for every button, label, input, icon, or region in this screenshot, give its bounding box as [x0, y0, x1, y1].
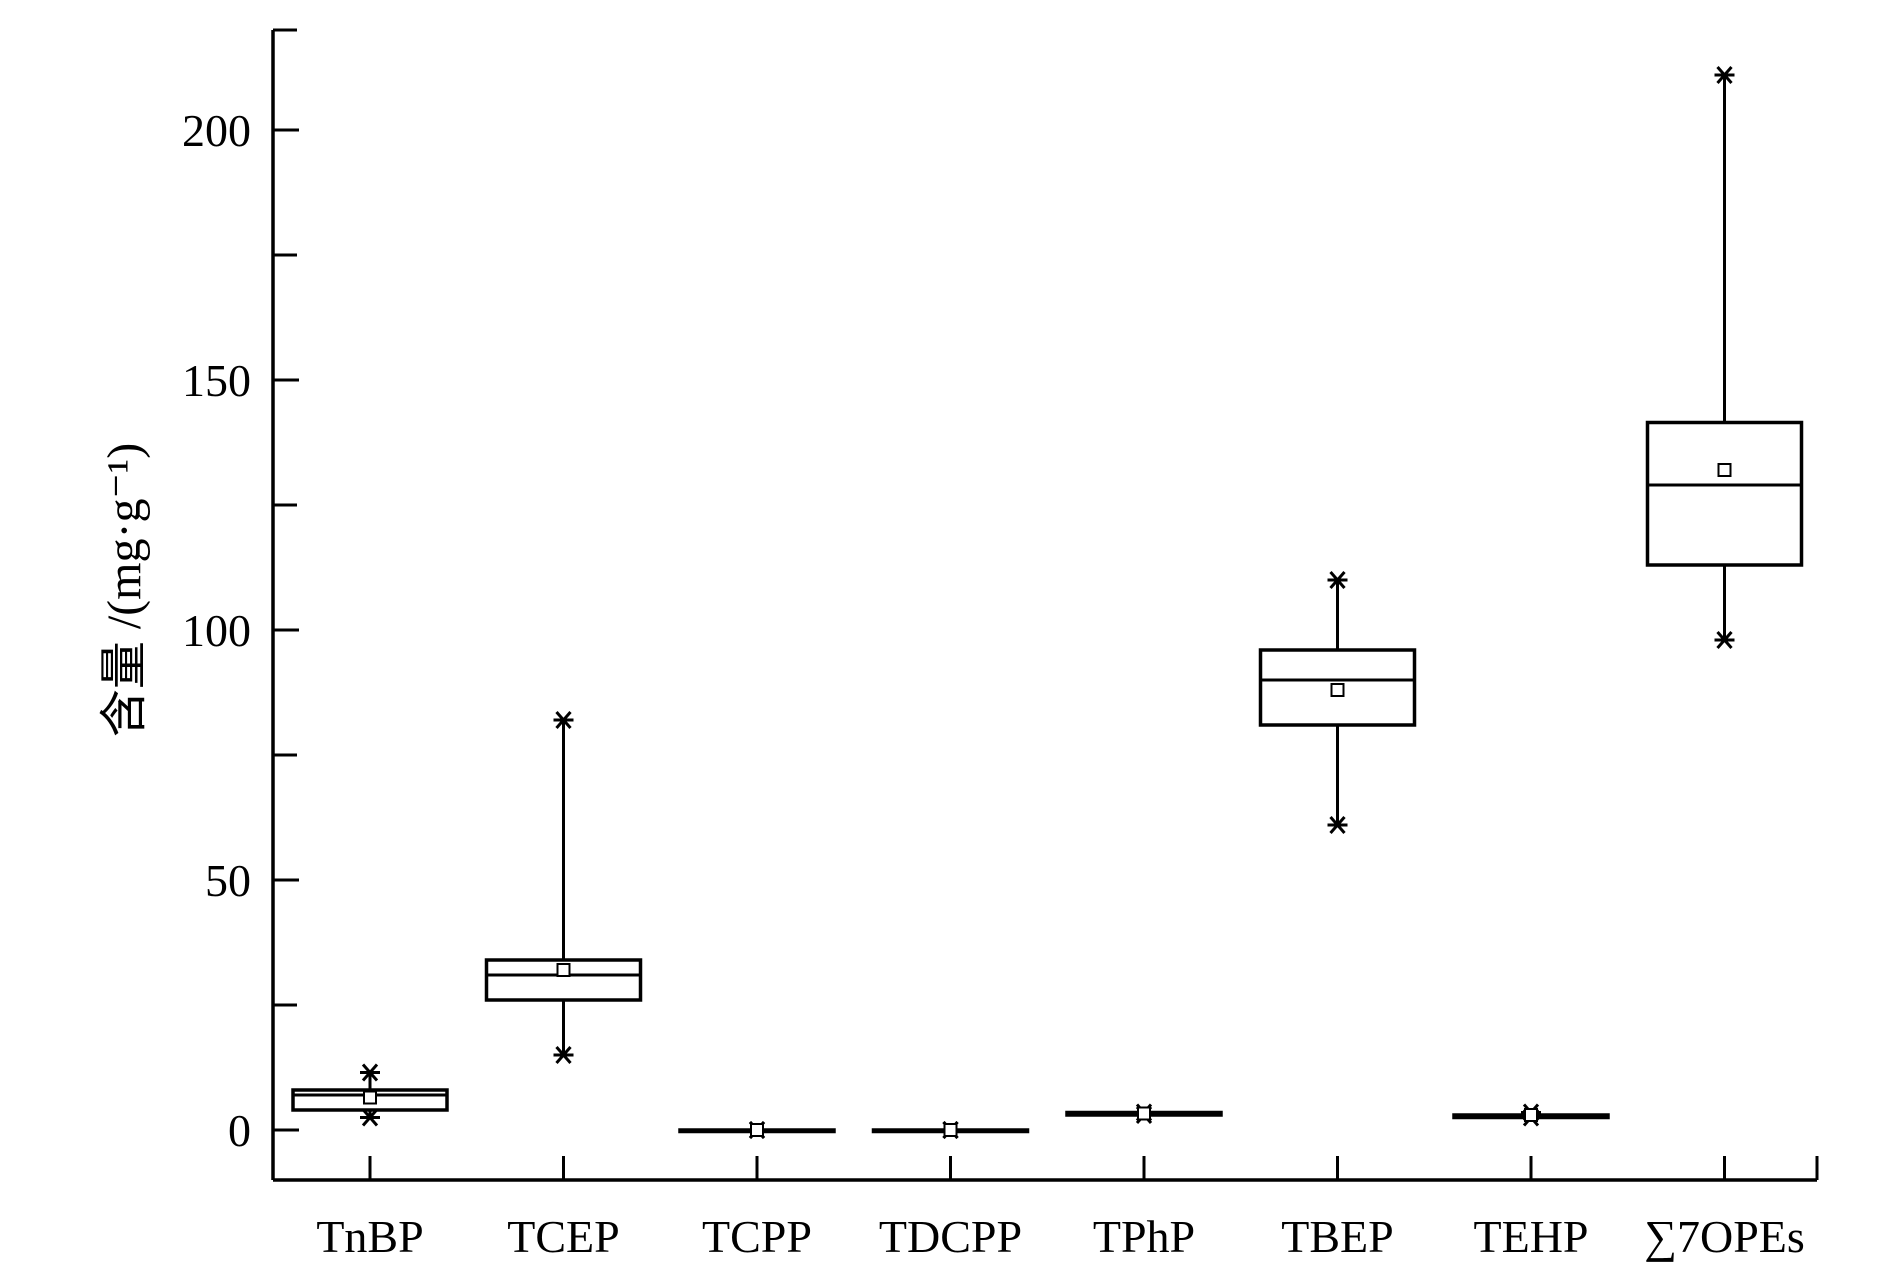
y-tick-label: 150: [182, 355, 251, 406]
x-tick-label: TnBP: [316, 1211, 423, 1262]
box-7: [1645, 66, 1804, 649]
box-0: [291, 1063, 449, 1127]
extreme-marker: [1327, 571, 1348, 589]
extreme-marker: [1714, 631, 1735, 649]
extreme-marker: [360, 1063, 380, 1082]
extreme-marker: [553, 711, 574, 729]
x-tick-label: ∑7OPEs: [1644, 1211, 1805, 1262]
mean-marker: [1717, 463, 1732, 477]
mean-marker: [943, 1123, 958, 1137]
x-tick-label: TEHP: [1474, 1211, 1589, 1262]
y-axis-label: 含量 /(mg·g⁻¹): [98, 443, 151, 737]
y-tick-label: 100: [182, 605, 251, 656]
iqr-box: [291, 1088, 449, 1112]
extreme-marker: [553, 1046, 574, 1064]
y-tick-label: 50: [205, 855, 251, 906]
box-5: [1258, 571, 1417, 834]
box-4: [1065, 1103, 1223, 1124]
extreme-marker: [1714, 66, 1735, 84]
box-6: [1452, 1103, 1610, 1127]
mean-marker: [363, 1090, 377, 1105]
extreme-marker: [1327, 816, 1348, 834]
iqr-box: [1258, 648, 1417, 727]
box-series: [291, 66, 1804, 1139]
iqr-box: [484, 958, 643, 1002]
x-tick-label: TCEP: [507, 1211, 619, 1262]
y-tick-label: 0: [228, 1105, 251, 1156]
mean-marker: [1524, 1108, 1538, 1122]
mean-marker: [750, 1123, 764, 1137]
x-tick-label: TCPP: [702, 1211, 812, 1262]
y-tick-label: 200: [182, 105, 251, 156]
axes: 0 50 100 150 200 TnBP TCEP TCPP TDCPP TPhP TBEP TEH…: [182, 28, 1819, 1262]
mean-marker: [1330, 683, 1345, 697]
mean-marker: [1137, 1106, 1151, 1121]
box-2: [678, 1121, 836, 1139]
iqr-box: [1645, 420, 1804, 567]
x-tick-label: TPhP: [1093, 1211, 1195, 1262]
extreme-marker: [360, 1108, 380, 1127]
box-1: [484, 711, 643, 1064]
mean-marker: [556, 963, 571, 977]
box-3: [871, 1121, 1030, 1139]
x-tick-label: TBEP: [1281, 1211, 1393, 1262]
x-tick-label: TDCPP: [879, 1211, 1022, 1262]
